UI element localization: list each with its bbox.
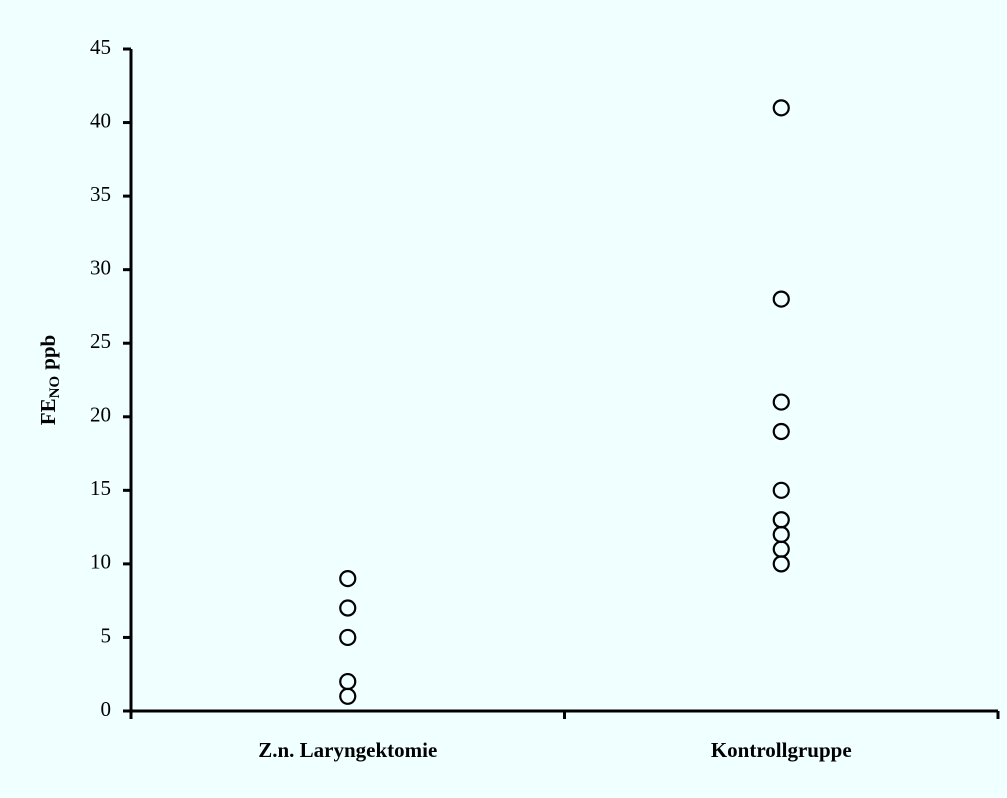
data-point <box>339 569 357 588</box>
y-axis-label: FENO ppb <box>36 335 64 425</box>
y-label-main: FE <box>36 398 60 425</box>
y-tick-label: 0 <box>101 697 112 721</box>
y-tick-label: 40 <box>90 108 111 132</box>
y-tick-label: 20 <box>90 403 111 427</box>
y-tick-label: 45 <box>90 35 111 59</box>
x-tick-label: Kontrollgruppe <box>711 738 852 762</box>
data-point <box>772 99 790 117</box>
data-point <box>772 422 790 441</box>
y-tick-label: 35 <box>90 182 111 206</box>
y-label-sub: NO <box>47 376 63 399</box>
data-point <box>772 393 790 411</box>
data-point <box>339 628 357 647</box>
y-tick-label: 30 <box>90 255 111 279</box>
y-tick-label: 15 <box>90 476 111 500</box>
data-point <box>772 481 790 499</box>
y-label-rest: ppb <box>36 335 60 370</box>
data-point <box>339 599 357 617</box>
data-point <box>772 540 790 558</box>
data-point <box>339 672 357 691</box>
y-tick-label: 5 <box>101 623 112 647</box>
y-tick-label: 25 <box>90 329 111 353</box>
data-point <box>339 687 357 705</box>
data-point <box>772 511 790 529</box>
y-tick-label: 10 <box>90 550 111 574</box>
data-point <box>772 290 790 308</box>
data-point <box>772 555 790 573</box>
x-tick-label: Z.n. Laryngektomie <box>258 738 437 762</box>
data-point <box>772 525 790 544</box>
